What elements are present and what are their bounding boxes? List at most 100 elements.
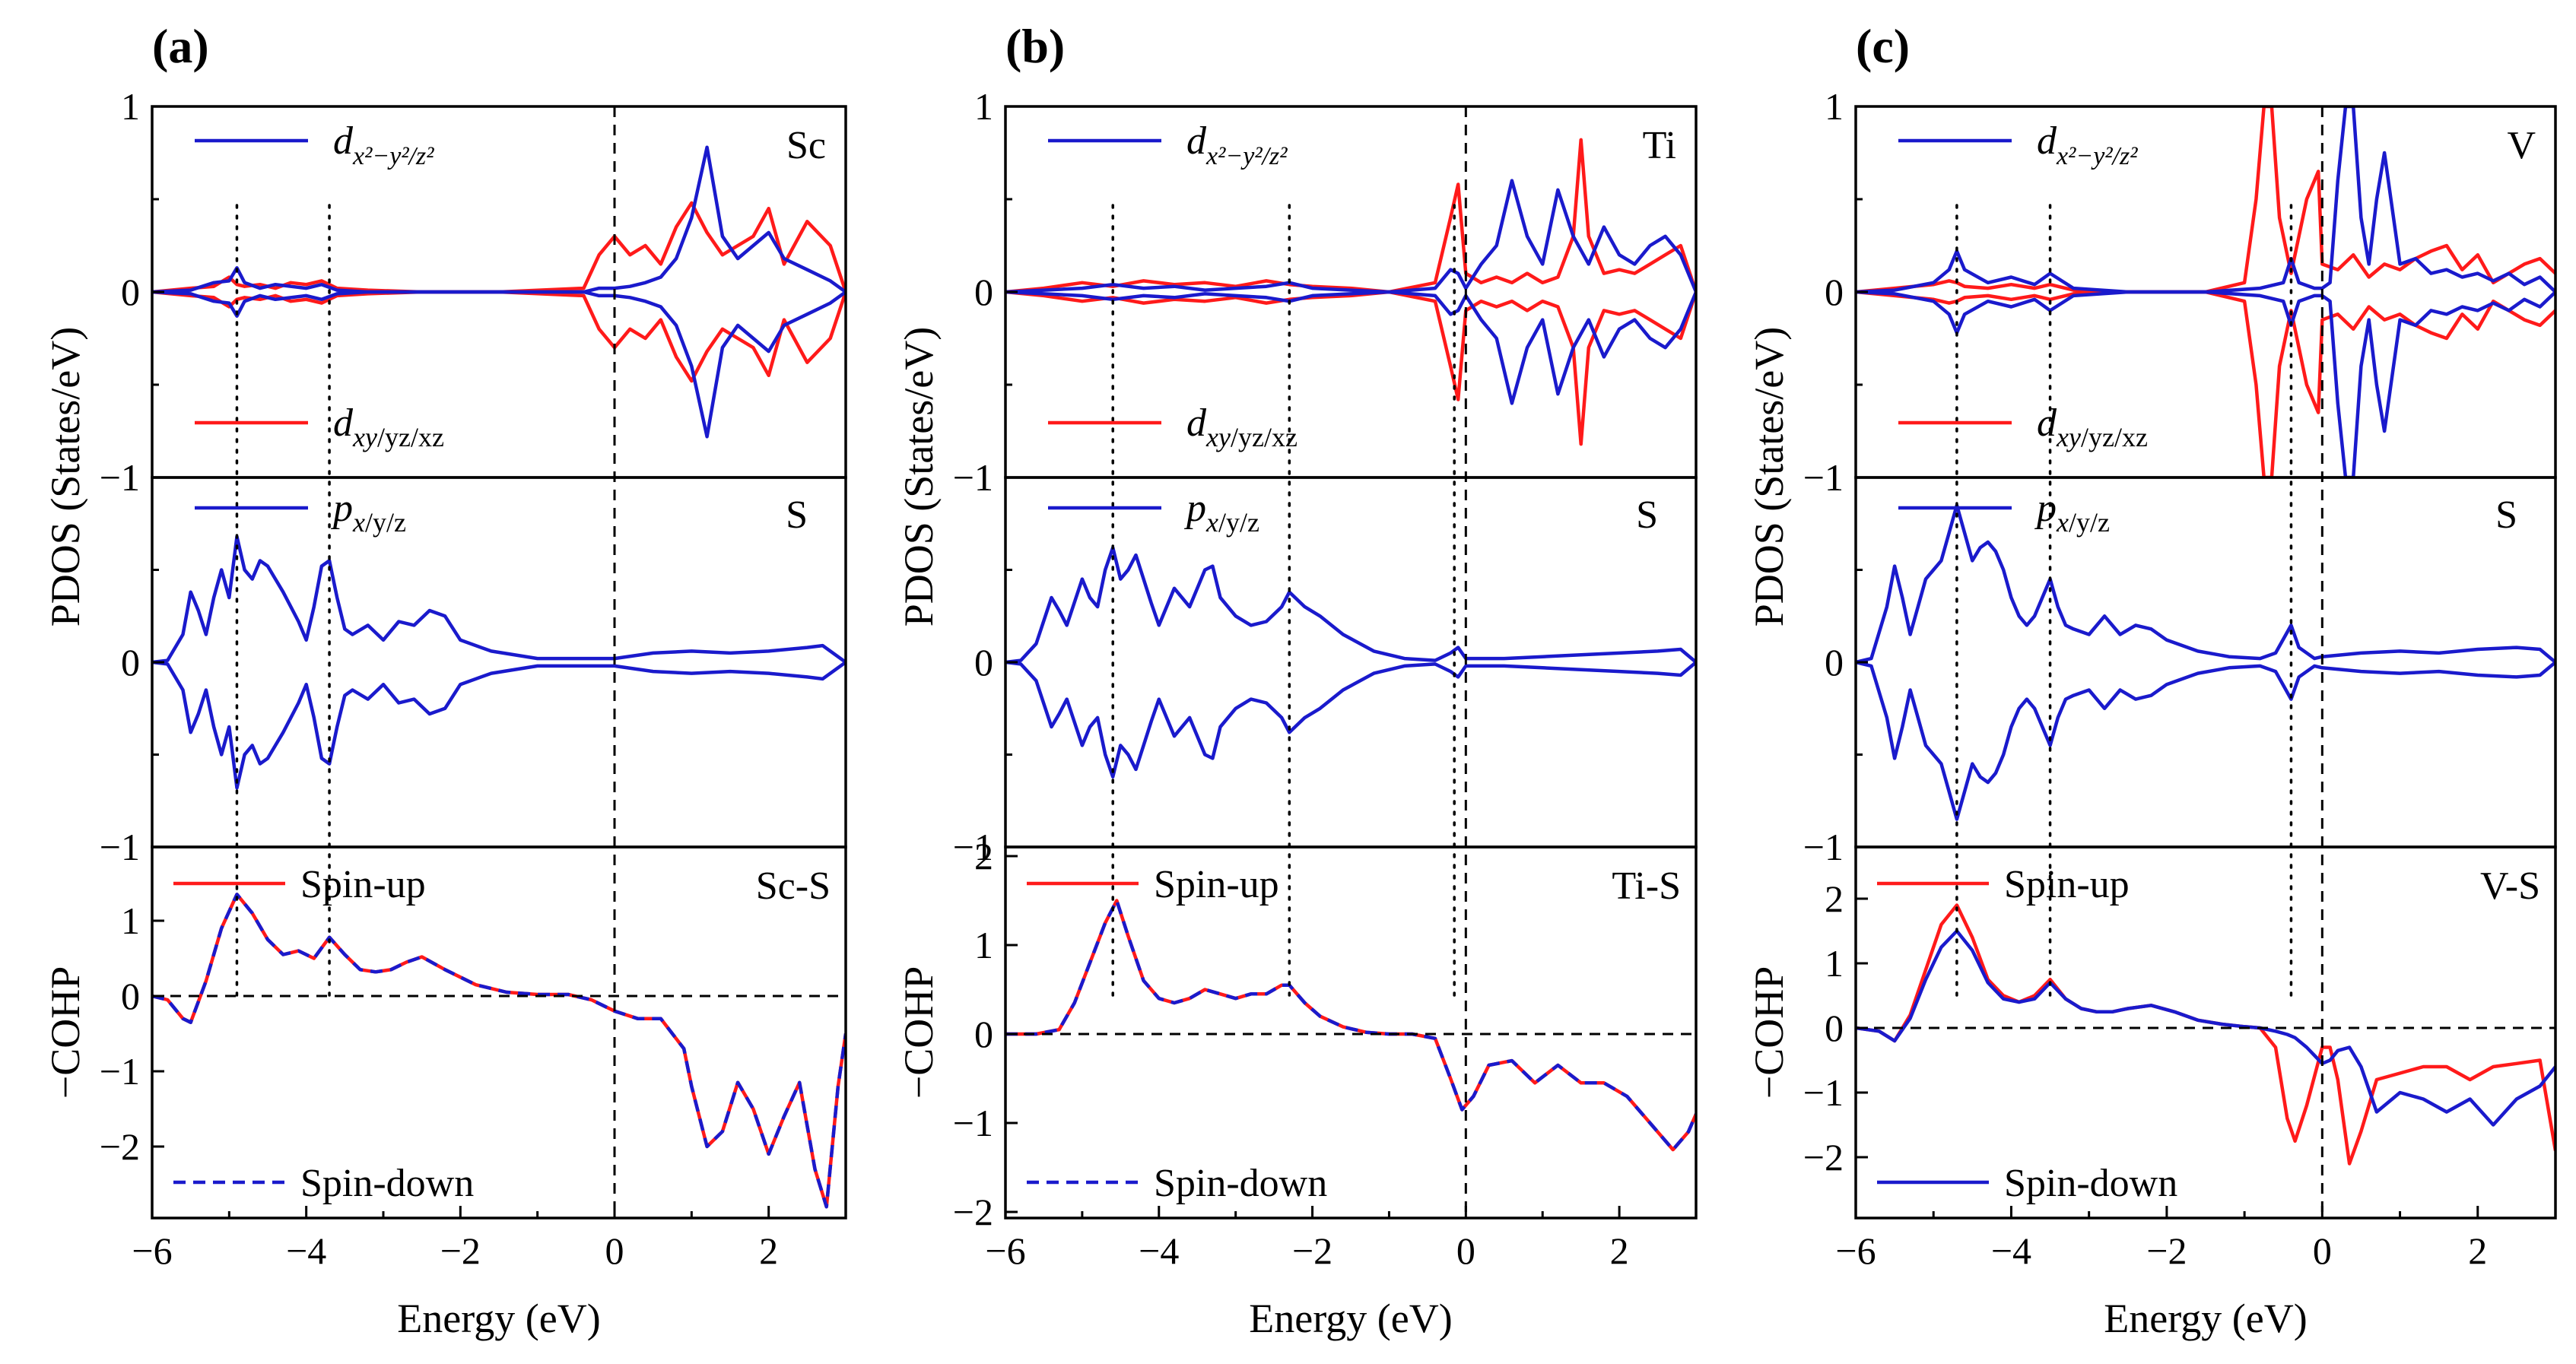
y-tick-label: 0 — [974, 1013, 993, 1055]
legend-t2g-text: dxy/yz/xz — [2037, 401, 2148, 452]
cohp-y-axis-title: −COHP — [1746, 966, 1792, 1099]
y-tick-label: −1 — [1803, 1071, 1844, 1114]
y-tick-label: 0 — [974, 641, 993, 684]
y-tick-label: 1 — [974, 456, 993, 499]
y-tick-label: 0 — [121, 271, 140, 313]
x-tick-label: −6 — [985, 1229, 1025, 1272]
y-tick-label: 2 — [1825, 877, 1844, 920]
cohp-y-axis-title: −COHP — [43, 966, 88, 1099]
x-tick-label: −4 — [1991, 1229, 2031, 1272]
y-tick-label: −1 — [953, 826, 993, 868]
legend-spin-up-text: Spin-up — [1154, 863, 1279, 906]
y-tick-label: 0 — [1825, 271, 1844, 313]
y-tick-label: −1 — [100, 826, 140, 868]
y-tick-label: −1 — [1803, 826, 1844, 868]
metal-eg-up-line — [152, 145, 846, 294]
ligand-label: S — [786, 493, 808, 537]
y-tick-label: −1 — [953, 1102, 993, 1144]
y-tick-label: 0 — [974, 271, 993, 313]
x-tick-label: −4 — [286, 1229, 326, 1272]
cohp-frame — [151, 845, 847, 1220]
cohp-frame — [1004, 845, 1698, 1220]
panel-letter: (c) — [1856, 19, 1910, 73]
y-tick-label: 2 — [974, 835, 993, 877]
y-tick-label: 1 — [121, 85, 140, 128]
lig-frame — [1004, 476, 1698, 849]
x-tick-label: −6 — [1835, 1229, 1876, 1272]
legend-t2g-text: dxy/yz/xz — [333, 401, 444, 452]
y-tick-label: −1 — [1803, 456, 1844, 499]
legend-spin-up-text: Spin-up — [300, 863, 426, 906]
metal-t2g-up-line — [1856, 106, 2555, 294]
legend-spin-down-text: Spin-down — [2004, 1162, 2177, 1205]
y-tick-label: 0 — [1825, 641, 1844, 684]
cohp-spin-down-line — [1856, 929, 2555, 1127]
ligand-p-up-line — [1005, 546, 1696, 665]
metal-eg-down-line — [1005, 290, 1696, 405]
legend-spin-up-text: Spin-up — [2004, 863, 2130, 906]
ligand-p-up-line — [1856, 503, 2555, 665]
cohp-spin-up-line — [1856, 903, 2555, 1166]
legend-spin-down-text: Spin-down — [300, 1162, 474, 1205]
x-axis-title: Energy (eV) — [1249, 1296, 1452, 1341]
y-tick-label: −1 — [100, 1050, 140, 1093]
y-tick-label: 0 — [1825, 1007, 1844, 1049]
y-tick-label: 1 — [121, 899, 140, 942]
cohp-spin-down-line — [152, 893, 846, 1209]
ligand-p-up-line — [152, 534, 846, 665]
x-tick-label: −2 — [1292, 1229, 1332, 1272]
metal-eg-down-line — [1856, 290, 2555, 477]
x-tick-label: 0 — [2313, 1229, 2332, 1272]
y-tick-label: 1 — [1825, 942, 1844, 985]
cohp-spin-up-line — [152, 893, 846, 1209]
x-axis-title: Energy (eV) — [397, 1296, 600, 1341]
y-tick-label: 1 — [974, 924, 993, 966]
pdos-y-axis-title: PDOS (States/eV) — [1746, 327, 1792, 626]
metal-label: V — [2507, 124, 2536, 167]
metal-eg-up-line — [1856, 106, 2555, 294]
legend-p-text: px/y/z — [2034, 487, 2110, 538]
ligand-p-down-line — [1005, 660, 1696, 779]
y-tick-label: 1 — [974, 85, 993, 128]
y-tick-label: 0 — [121, 641, 140, 684]
x-tick-label: 0 — [1456, 1229, 1475, 1272]
lig-frame — [1854, 476, 2557, 849]
legend-eg-text: dx²−y²/z² — [2037, 119, 2138, 170]
metal-t2g-down-line — [152, 290, 846, 383]
ligand-label: S — [2495, 493, 2517, 537]
metal-label: Ti — [1643, 124, 1676, 167]
x-tick-label: −2 — [2146, 1229, 2187, 1272]
metal-t2g-up-line — [152, 201, 846, 294]
cohp-spin-down-line — [1005, 899, 1696, 1152]
lig-frame — [151, 476, 847, 849]
legend-eg-text: dx²−y²/z² — [333, 119, 434, 170]
x-tick-label: −4 — [1139, 1229, 1179, 1272]
x-tick-label: −6 — [132, 1229, 172, 1272]
x-tick-label: 2 — [759, 1229, 778, 1272]
cohp-frame — [1854, 845, 2557, 1220]
x-tick-label: 2 — [1610, 1229, 1629, 1272]
y-tick-label: 1 — [1825, 456, 1844, 499]
cohp-spin-up-line — [1005, 899, 1696, 1152]
legend-p-text: px/y/z — [1183, 487, 1259, 538]
panel-letter: (b) — [1005, 19, 1065, 73]
cohp-y-axis-title: −COHP — [896, 966, 942, 1099]
y-tick-label: −2 — [1803, 1136, 1844, 1178]
y-tick-label: −2 — [100, 1125, 140, 1168]
y-tick-label: −1 — [953, 456, 993, 499]
legend-t2g-text: dxy/yz/xz — [1186, 401, 1298, 452]
bond-label: V-S — [2480, 864, 2540, 908]
x-tick-label: 0 — [605, 1229, 624, 1272]
bond-label: Ti-S — [1612, 864, 1681, 908]
ligand-p-down-line — [152, 660, 846, 790]
legend-spin-down-text: Spin-down — [1154, 1162, 1327, 1205]
y-tick-label: −1 — [100, 456, 140, 499]
legend-eg-text: dx²−y²/z² — [1186, 119, 1288, 170]
bond-label: Sc-S — [756, 864, 831, 908]
metal-eg-up-line — [1005, 179, 1696, 294]
metal-label: Sc — [786, 124, 826, 167]
